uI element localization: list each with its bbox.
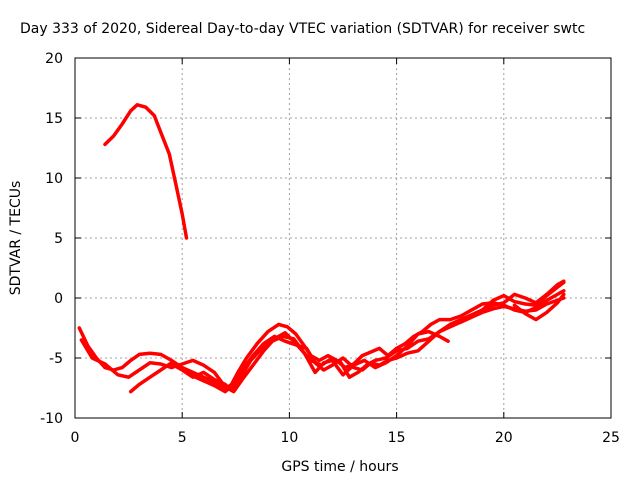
x-tick-label-5: 25 <box>602 430 620 446</box>
y-tick-label-4: 10 <box>45 171 63 187</box>
axis-ticks <box>74 57 612 419</box>
y-axis-label: SDTVAR / TECUs <box>8 181 24 296</box>
y-tick-label-0: -10 <box>40 411 63 427</box>
series-line-2 <box>77 289 566 391</box>
series-line-5 <box>169 329 450 393</box>
x-tick-label-0: 0 <box>71 430 80 446</box>
x-tick-label-1: 5 <box>178 430 187 446</box>
x-axis-label: GPS time / hours <box>281 459 398 475</box>
y-tick-label-1: -5 <box>49 351 63 367</box>
x-tick-label-4: 20 <box>495 430 513 446</box>
series-line-4 <box>128 280 566 394</box>
chart-title: Day 333 of 2020, Sidereal Day-to-day VTE… <box>20 21 585 37</box>
y-tick-labels: -10 -5 0 5 10 15 20 <box>40 51 63 427</box>
y-tick-label-6: 20 <box>45 51 63 67</box>
series-group <box>77 103 566 394</box>
x-tick-label-3: 15 <box>388 430 406 446</box>
y-tick-label-3: 5 <box>54 231 63 247</box>
x-tick-labels: 0 5 10 15 20 25 <box>71 430 620 446</box>
y-tick-label-5: 15 <box>45 111 63 127</box>
series-line-1 <box>103 103 189 240</box>
series-line-6 <box>459 279 566 324</box>
y-tick-label-2: 0 <box>54 291 63 307</box>
series-line-7 <box>512 292 566 322</box>
x-tick-label-2: 10 <box>280 430 298 446</box>
